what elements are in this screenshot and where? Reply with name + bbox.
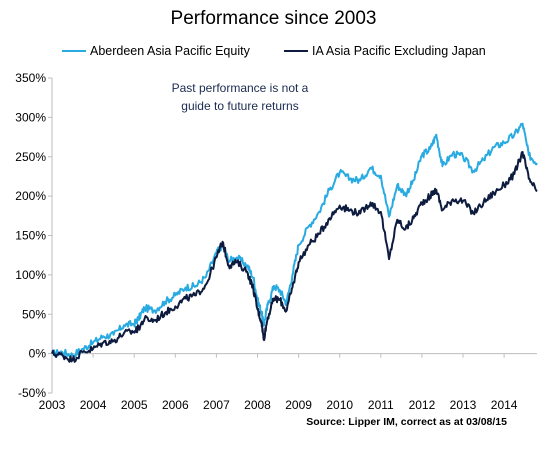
x-tick-label: 2010 (326, 398, 353, 412)
x-tick-label: 2011 (368, 398, 394, 412)
y-tick-label: 200% (15, 189, 46, 203)
x-tick-label: 2006 (162, 398, 189, 412)
legend-item-ia-asia-pacific: IA Asia Pacific Excluding Japan (284, 44, 486, 58)
y-tick-label: 50% (22, 307, 46, 321)
y-tick-label: 100% (15, 268, 46, 282)
y-tick-label: 150% (15, 229, 46, 243)
legend-swatch-ia-asia-pacific (284, 50, 308, 52)
legend-label-ia-asia-pacific: IA Asia Pacific Excluding Japan (312, 44, 486, 58)
source-note: Source: Lipper IM, correct as at 03/08/1… (306, 416, 507, 428)
y-tick-label: 300% (15, 110, 46, 124)
x-tick-label: 2013 (450, 398, 477, 412)
x-tick-label: 2004 (80, 398, 107, 412)
disclaimer-annotation: Past performance is not a guide to futur… (171, 81, 309, 113)
y-tick-label: 350% (15, 71, 46, 85)
legend-item-aberdeen: Aberdeen Asia Pacific Equity (62, 44, 250, 58)
x-tick-label: 2003 (39, 398, 66, 412)
y-tick-label: 250% (15, 150, 46, 164)
x-tick-label: 2008 (244, 398, 271, 412)
series-line-ia-asia-pacific (51, 151, 538, 363)
series-line-aberdeen (51, 122, 538, 359)
x-tick-label: 2007 (203, 398, 230, 412)
chart-legend: Aberdeen Asia Pacific Equity IA Asia Pac… (62, 44, 537, 62)
x-tick-label: 2009 (285, 398, 312, 412)
x-tick-label: 2005 (121, 398, 148, 412)
y-tick-label: -50% (18, 386, 46, 400)
y-tick-label: 0% (29, 347, 47, 361)
legend-swatch-aberdeen (62, 50, 86, 52)
chart-title: Performance since 2003 (170, 8, 377, 29)
x-tick-label: 2012 (409, 398, 436, 412)
legend-label-aberdeen: Aberdeen Asia Pacific Equity (90, 44, 250, 58)
x-tick-label: 2014 (491, 398, 518, 412)
